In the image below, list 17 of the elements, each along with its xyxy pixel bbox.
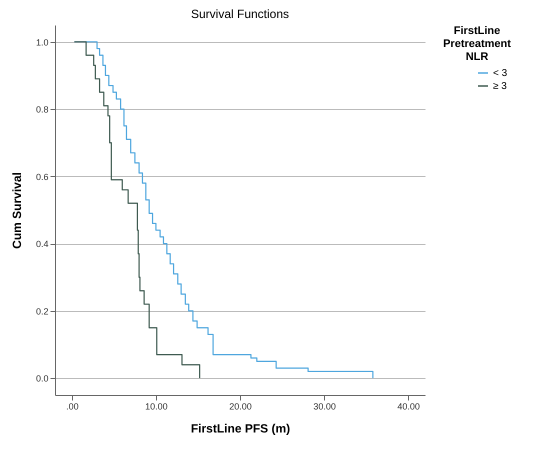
x-tick-label: 30.00 (313, 402, 336, 412)
legend-title: FirstLine Pretreatment NLR (443, 25, 512, 63)
x-axis-title: FirstLine PFS (m) (190, 422, 290, 436)
legend-label: < 3 (493, 68, 508, 79)
x-tick-label: 10.00 (145, 402, 168, 412)
y-tick-label: 0.0 (36, 374, 48, 384)
y-tick-label: 1.0 (36, 37, 48, 48)
legend-label: ≥ 3 (493, 81, 508, 92)
y-tick-label: 0.8 (36, 104, 48, 115)
x-tick-label: 20.00 (229, 402, 252, 412)
y-tick-label: 0.4 (36, 239, 48, 250)
y-axis-title: Cum Survival (10, 172, 24, 249)
y-tick-label: 0.2 (36, 306, 48, 316)
x-tick-label: 40.00 (397, 402, 420, 412)
x-tick-label: .00 (66, 402, 79, 412)
y-tick-label: 0.6 (36, 172, 48, 182)
chart-title: Survival Functions (190, 7, 290, 21)
